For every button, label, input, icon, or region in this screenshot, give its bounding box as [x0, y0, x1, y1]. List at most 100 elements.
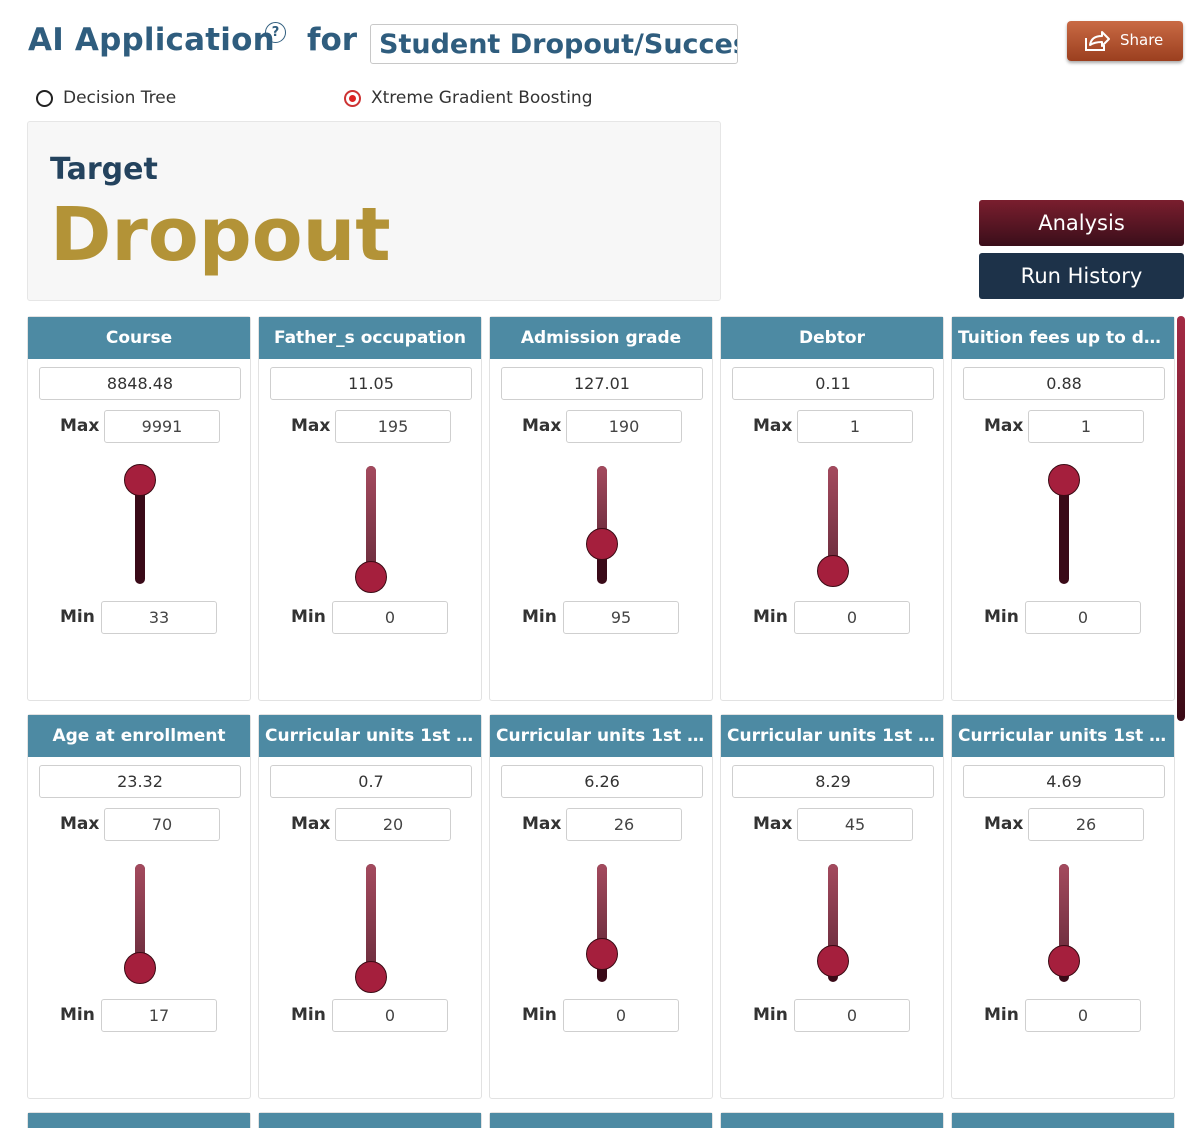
- feature-name: Father_s occupation: [259, 317, 481, 359]
- feature-card: Admission grade 127.01 Max 190 Min 95: [489, 316, 713, 701]
- feature-value-input[interactable]: 4.69: [963, 765, 1165, 798]
- feature-value-input[interactable]: 11.05: [270, 367, 472, 400]
- model-option-decision-tree[interactable]: Decision Tree: [36, 88, 176, 108]
- min-input[interactable]: 0: [563, 999, 679, 1032]
- feature-value-input[interactable]: 6.26: [501, 765, 703, 798]
- max-label: Max: [984, 416, 1024, 436]
- min-input[interactable]: 33: [101, 601, 217, 634]
- slider-thumb[interactable]: [355, 560, 387, 593]
- target-value: Dropout: [50, 192, 391, 278]
- min-label: Min: [291, 1005, 326, 1025]
- feature-name: [490, 1113, 712, 1128]
- max-input[interactable]: 190: [566, 410, 682, 443]
- feature-name: Course: [28, 317, 250, 359]
- min-label: Min: [522, 1005, 557, 1025]
- min-label: Min: [984, 1005, 1019, 1025]
- max-input[interactable]: 70: [104, 808, 220, 841]
- scrollbar[interactable]: [1177, 316, 1185, 721]
- max-input[interactable]: 1: [1028, 410, 1144, 443]
- max-input[interactable]: 9991: [104, 410, 220, 443]
- feature-name: [28, 1113, 250, 1128]
- slider-track[interactable]: [1059, 864, 1069, 982]
- feature-card: Course 8848.48 Max 9991 Min 33: [27, 316, 251, 701]
- slider-track-fill: [597, 466, 607, 544]
- feature-name: [259, 1113, 481, 1128]
- min-input[interactable]: 0: [794, 601, 910, 634]
- slider-thumb[interactable]: [124, 464, 156, 497]
- max-input[interactable]: 26: [1028, 808, 1144, 841]
- application-selector[interactable]: Student Dropout/Success: [370, 24, 738, 64]
- min-input[interactable]: 0: [332, 601, 448, 634]
- slider-track-fill: [366, 864, 376, 978]
- model-option-xgboost[interactable]: Xtreme Gradient Boosting: [344, 88, 592, 108]
- max-input[interactable]: 45: [797, 808, 913, 841]
- feature-value-input[interactable]: 127.01: [501, 367, 703, 400]
- max-input[interactable]: 26: [566, 808, 682, 841]
- feature-name: Debtor: [721, 317, 943, 359]
- feature-name: Tuition fees up to date: [952, 317, 1174, 359]
- max-input[interactable]: 1: [797, 410, 913, 443]
- feature-name: Curricular units 1st sem (credited): [259, 715, 481, 757]
- radio-selected-icon: [344, 89, 361, 107]
- min-input[interactable]: 0: [794, 999, 910, 1032]
- slider-track-fill: [366, 466, 376, 577]
- target-label: Target: [50, 152, 158, 187]
- min-input[interactable]: 95: [563, 601, 679, 634]
- max-label: Max: [753, 416, 793, 436]
- feature-value-input[interactable]: 0.11: [732, 367, 934, 400]
- slider-track[interactable]: [135, 864, 145, 982]
- min-label: Min: [60, 1005, 95, 1025]
- slider-thumb[interactable]: [817, 555, 849, 588]
- slider-thumb[interactable]: [817, 944, 849, 977]
- slider-thumb[interactable]: [1048, 944, 1080, 977]
- feature-name: Admission grade: [490, 317, 712, 359]
- slider-track[interactable]: [366, 864, 376, 982]
- slider-thumb[interactable]: [1048, 464, 1080, 497]
- slider-track-fill: [828, 466, 838, 572]
- share-icon: [1085, 31, 1110, 51]
- run-history-button[interactable]: Run History: [979, 253, 1184, 299]
- slider-thumb[interactable]: [586, 527, 618, 560]
- feature-value-input[interactable]: 8.29: [732, 765, 934, 798]
- min-input[interactable]: 0: [1025, 601, 1141, 634]
- slider-track[interactable]: [366, 466, 376, 584]
- feature-card: [27, 1112, 251, 1128]
- slider-thumb[interactable]: [124, 951, 156, 984]
- max-label: Max: [522, 416, 562, 436]
- feature-value-input[interactable]: 8848.48: [39, 367, 241, 400]
- for-label: for: [307, 22, 358, 58]
- feature-value-input[interactable]: 0.88: [963, 367, 1165, 400]
- min-input[interactable]: 0: [332, 999, 448, 1032]
- max-label: Max: [60, 814, 100, 834]
- feature-name: Age at enrollment: [28, 715, 250, 757]
- min-input[interactable]: 17: [101, 999, 217, 1032]
- feature-card: [720, 1112, 944, 1128]
- slider-track-fill: [1059, 864, 1069, 961]
- app-title: AI Application: [28, 22, 275, 58]
- min-label: Min: [522, 607, 557, 627]
- help-icon[interactable]: ?: [265, 22, 286, 43]
- slider-track[interactable]: [597, 864, 607, 982]
- max-input[interactable]: 20: [335, 808, 451, 841]
- slider-track[interactable]: [828, 466, 838, 584]
- slider-track-fill: [828, 864, 838, 961]
- min-label: Min: [291, 607, 326, 627]
- slider-track[interactable]: [597, 466, 607, 584]
- min-label: Min: [60, 607, 95, 627]
- analysis-button[interactable]: Analysis: [979, 200, 1184, 246]
- slider-track[interactable]: [828, 864, 838, 982]
- feature-card: [258, 1112, 482, 1128]
- feature-name: Curricular units 1st sem (approved): [952, 715, 1174, 757]
- feature-card: Father_s occupation 11.05 Max 195 Min 0: [258, 316, 482, 701]
- slider-thumb[interactable]: [586, 937, 618, 970]
- feature-value-input[interactable]: 0.7: [270, 765, 472, 798]
- slider-thumb[interactable]: [355, 961, 387, 994]
- max-label: Max: [522, 814, 562, 834]
- share-button[interactable]: Share: [1067, 21, 1183, 61]
- min-input[interactable]: 0: [1025, 999, 1141, 1032]
- feature-card: [489, 1112, 713, 1128]
- feature-card: Curricular units 1st sem (credited) 0.7 Ma…: [258, 714, 482, 1099]
- max-label: Max: [291, 416, 331, 436]
- max-input[interactable]: 195: [335, 410, 451, 443]
- feature-value-input[interactable]: 23.32: [39, 765, 241, 798]
